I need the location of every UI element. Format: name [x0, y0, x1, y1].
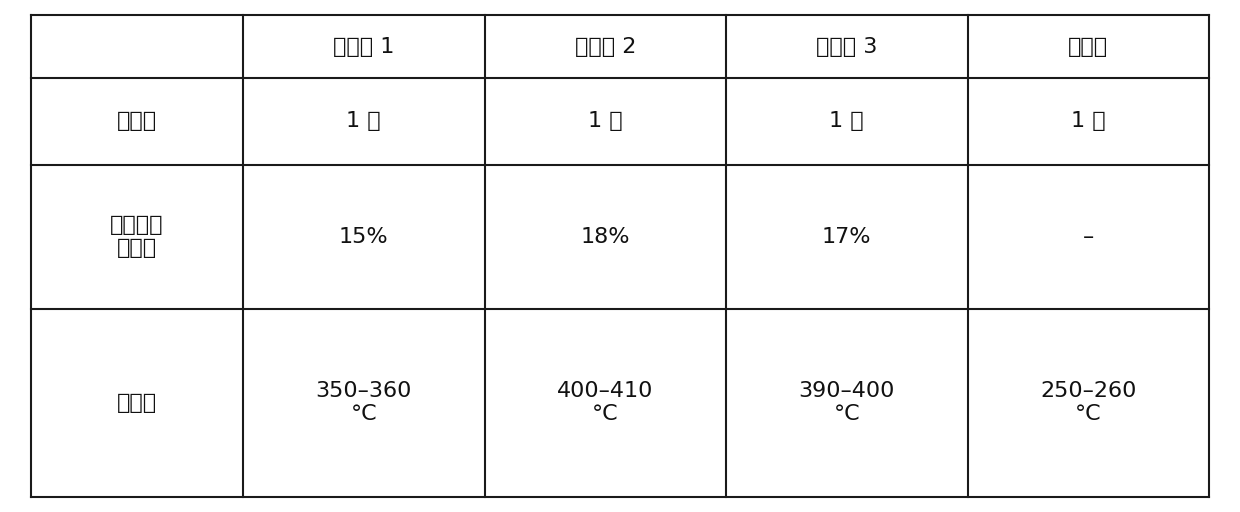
Text: 400–410: 400–410 [557, 381, 653, 401]
Text: 1 级: 1 级 [346, 111, 381, 131]
Text: °C: °C [591, 404, 619, 424]
Text: 耐温性: 耐温性 [117, 393, 157, 413]
Text: 实施例 1: 实施例 1 [334, 37, 394, 57]
Text: 15%: 15% [339, 227, 388, 247]
Text: 1 级: 1 级 [1071, 111, 1106, 131]
Text: 附着力: 附着力 [117, 111, 157, 131]
Text: 实施例 3: 实施例 3 [816, 37, 878, 57]
Text: 18%: 18% [580, 227, 630, 247]
Text: 350–360: 350–360 [316, 381, 412, 401]
Text: 390–400: 390–400 [799, 381, 895, 401]
Text: 提升率: 提升率 [117, 238, 157, 258]
Text: 实施例 2: 实施例 2 [574, 37, 636, 57]
Text: °C: °C [1075, 404, 1101, 424]
Text: °C: °C [351, 404, 377, 424]
Text: 抗冲击性: 抗冲击性 [110, 215, 164, 235]
Text: 1 级: 1 级 [588, 111, 622, 131]
Text: 17%: 17% [822, 227, 872, 247]
Text: 250–260: 250–260 [1040, 381, 1136, 401]
Text: °C: °C [833, 404, 861, 424]
Text: 1 级: 1 级 [830, 111, 864, 131]
Text: 对比例: 对比例 [1068, 37, 1109, 57]
Text: –: – [1083, 227, 1094, 247]
